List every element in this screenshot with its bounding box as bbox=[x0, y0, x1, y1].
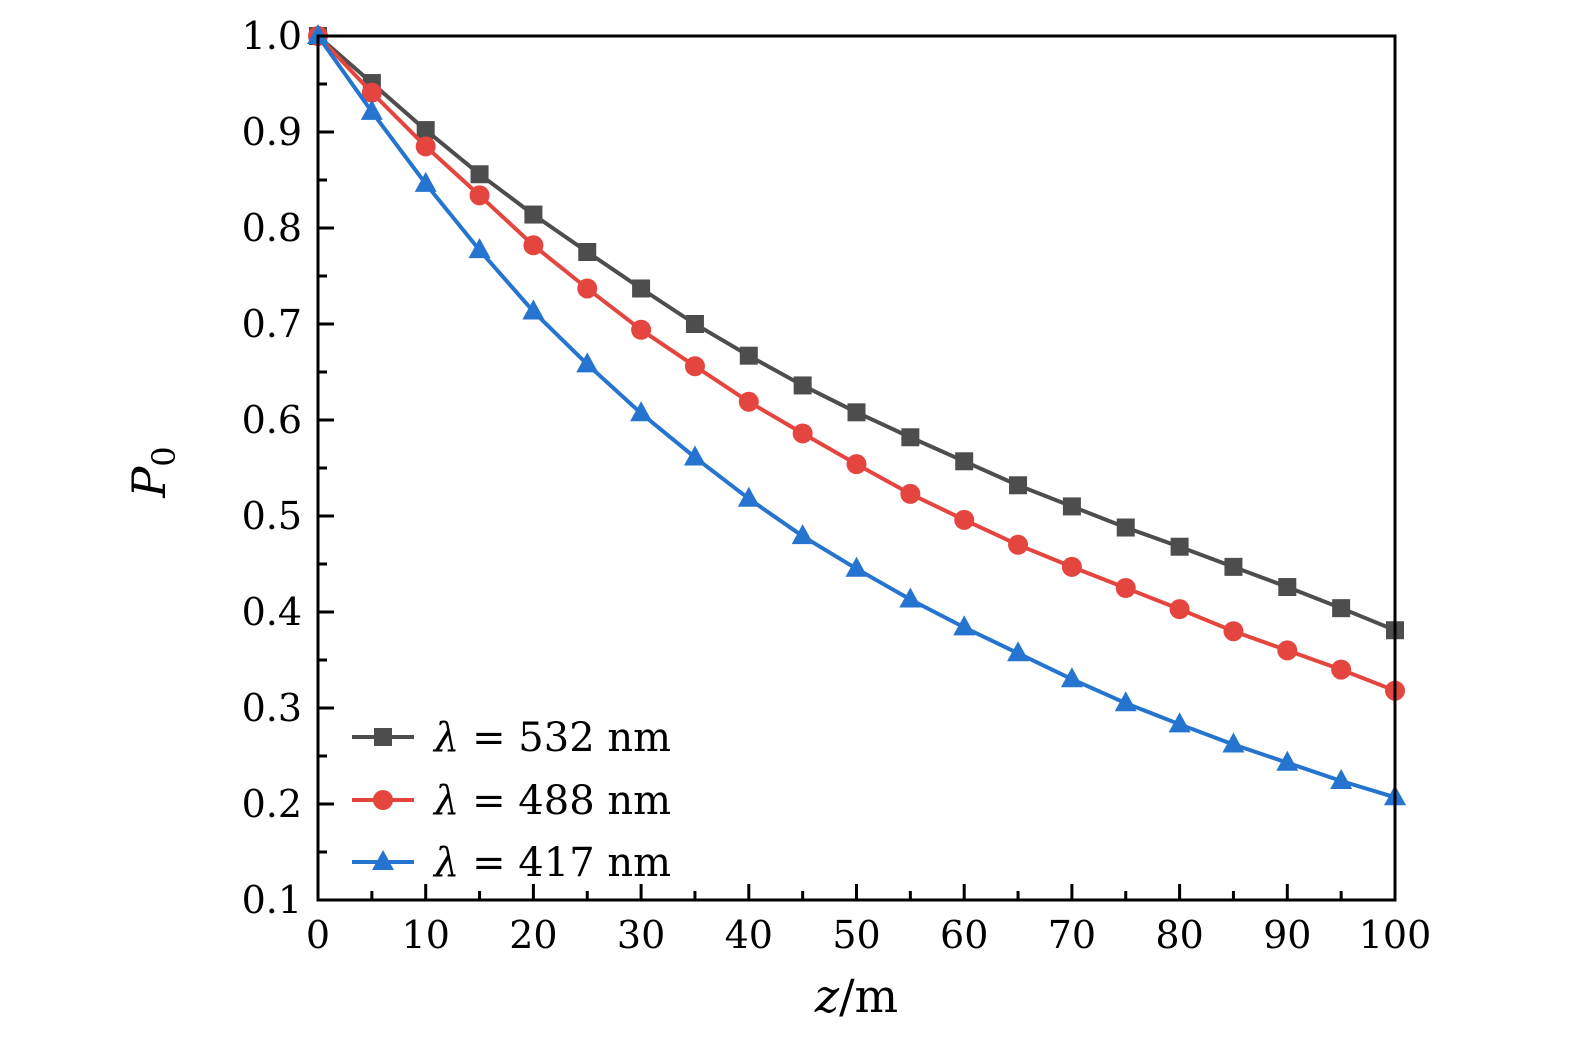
data-marker bbox=[469, 185, 490, 206]
data-marker bbox=[1276, 750, 1299, 771]
data-marker bbox=[792, 423, 813, 444]
data-marker bbox=[899, 587, 922, 608]
data-marker bbox=[954, 509, 975, 530]
data-marker bbox=[1223, 621, 1244, 642]
data-marker bbox=[847, 403, 866, 422]
x-tick-label: 20 bbox=[509, 913, 557, 957]
data-marker bbox=[1331, 659, 1352, 680]
data-marker bbox=[578, 243, 597, 261]
series-square bbox=[309, 27, 1404, 640]
data-marker bbox=[1168, 712, 1191, 733]
y-tick-label: 0.4 bbox=[242, 590, 302, 634]
data-marker bbox=[1222, 732, 1245, 753]
data-marker bbox=[307, 24, 329, 44]
data-marker bbox=[1009, 476, 1028, 495]
data-marker bbox=[360, 99, 383, 120]
data-marker bbox=[1060, 667, 1083, 688]
y-tick-label: 0.3 bbox=[242, 686, 302, 730]
series-triangle bbox=[307, 24, 1406, 806]
x-tick-label: 30 bbox=[617, 913, 665, 957]
data-marker bbox=[737, 486, 760, 507]
y-tick-label: 0.6 bbox=[242, 398, 302, 442]
x-tick-label: 0 bbox=[306, 913, 330, 957]
data-marker bbox=[1330, 768, 1353, 789]
data-marker bbox=[793, 376, 812, 395]
legend-marker bbox=[374, 728, 392, 746]
data-marker bbox=[685, 315, 704, 333]
series-circle bbox=[308, 26, 1405, 701]
x-tick-label: 90 bbox=[1263, 913, 1311, 957]
legend-marker bbox=[373, 790, 393, 810]
data-marker bbox=[414, 171, 437, 192]
series-line bbox=[316, 34, 1397, 633]
data-marker bbox=[576, 352, 599, 373]
x-tick-label: 100 bbox=[1359, 913, 1432, 957]
axis-ticks bbox=[316, 34, 1397, 902]
x-tick-label: 10 bbox=[402, 913, 450, 957]
data-marker bbox=[1169, 599, 1190, 620]
data-marker bbox=[524, 205, 543, 224]
data-marker bbox=[955, 452, 974, 471]
data-marker bbox=[900, 483, 921, 504]
data-marker bbox=[845, 556, 868, 577]
data-marker bbox=[631, 319, 652, 340]
y-tick-label: 0.1 bbox=[242, 878, 302, 922]
data-marker bbox=[739, 346, 758, 365]
data-marker bbox=[470, 165, 489, 184]
legend-entry: λ = 417 nm bbox=[352, 840, 671, 886]
data-marker bbox=[1061, 556, 1082, 577]
data-marker bbox=[953, 615, 976, 636]
data-marker bbox=[522, 299, 545, 320]
legend-entry: λ = 488 nm bbox=[352, 778, 671, 824]
y-tick-label: 0.8 bbox=[242, 206, 302, 250]
data-marker bbox=[683, 445, 706, 466]
data-marker bbox=[577, 278, 598, 299]
data-marker bbox=[1332, 599, 1351, 618]
data-marker bbox=[738, 391, 759, 412]
data-marker bbox=[1278, 578, 1297, 597]
x-axis-label: z/m bbox=[814, 969, 898, 1023]
y-axis-label: P0 bbox=[122, 446, 183, 498]
legend-entry: λ = 532 nm bbox=[352, 715, 671, 761]
data-marker bbox=[632, 279, 651, 298]
x-tick-label: 70 bbox=[1048, 913, 1096, 957]
legend-label: λ = 417 nm bbox=[432, 840, 671, 886]
data-marker bbox=[523, 235, 544, 256]
y-tick-label: 0.2 bbox=[242, 782, 302, 826]
data-marker bbox=[1007, 641, 1030, 662]
y-tick-label: 1.0 bbox=[242, 14, 302, 58]
legend-marker bbox=[372, 850, 394, 870]
data-marker bbox=[1277, 640, 1298, 661]
x-tick-label: 50 bbox=[832, 913, 880, 957]
data-marker bbox=[1008, 534, 1029, 555]
data-marker bbox=[630, 401, 653, 422]
series-line bbox=[316, 34, 1397, 693]
x-tick-label: 40 bbox=[725, 913, 773, 957]
y-tick-label: 0.5 bbox=[242, 494, 302, 538]
data-marker bbox=[901, 428, 920, 447]
legend-label: λ = 488 nm bbox=[432, 778, 671, 824]
legend: λ = 532 nm λ = 488 nm λ = 417 nm bbox=[352, 715, 671, 886]
data-marker bbox=[846, 454, 867, 475]
y-tick-label: 0.7 bbox=[242, 302, 302, 346]
data-marker bbox=[1224, 557, 1243, 576]
data-marker bbox=[416, 121, 435, 140]
data-marker bbox=[1115, 578, 1136, 598]
data-marker bbox=[1062, 497, 1081, 516]
data-marker bbox=[684, 356, 705, 377]
data-marker bbox=[1114, 691, 1137, 712]
legend-label: λ = 532 nm bbox=[432, 715, 671, 761]
data-marker bbox=[415, 136, 436, 157]
data-marker bbox=[1116, 518, 1135, 537]
x-tick-label: 60 bbox=[940, 913, 988, 957]
data-marker bbox=[791, 524, 814, 545]
data-marker bbox=[1170, 537, 1189, 556]
y-tick-label: 0.9 bbox=[242, 110, 302, 154]
data-marker bbox=[361, 82, 382, 103]
data-marker bbox=[468, 238, 491, 259]
x-tick-label: 80 bbox=[1155, 913, 1203, 957]
